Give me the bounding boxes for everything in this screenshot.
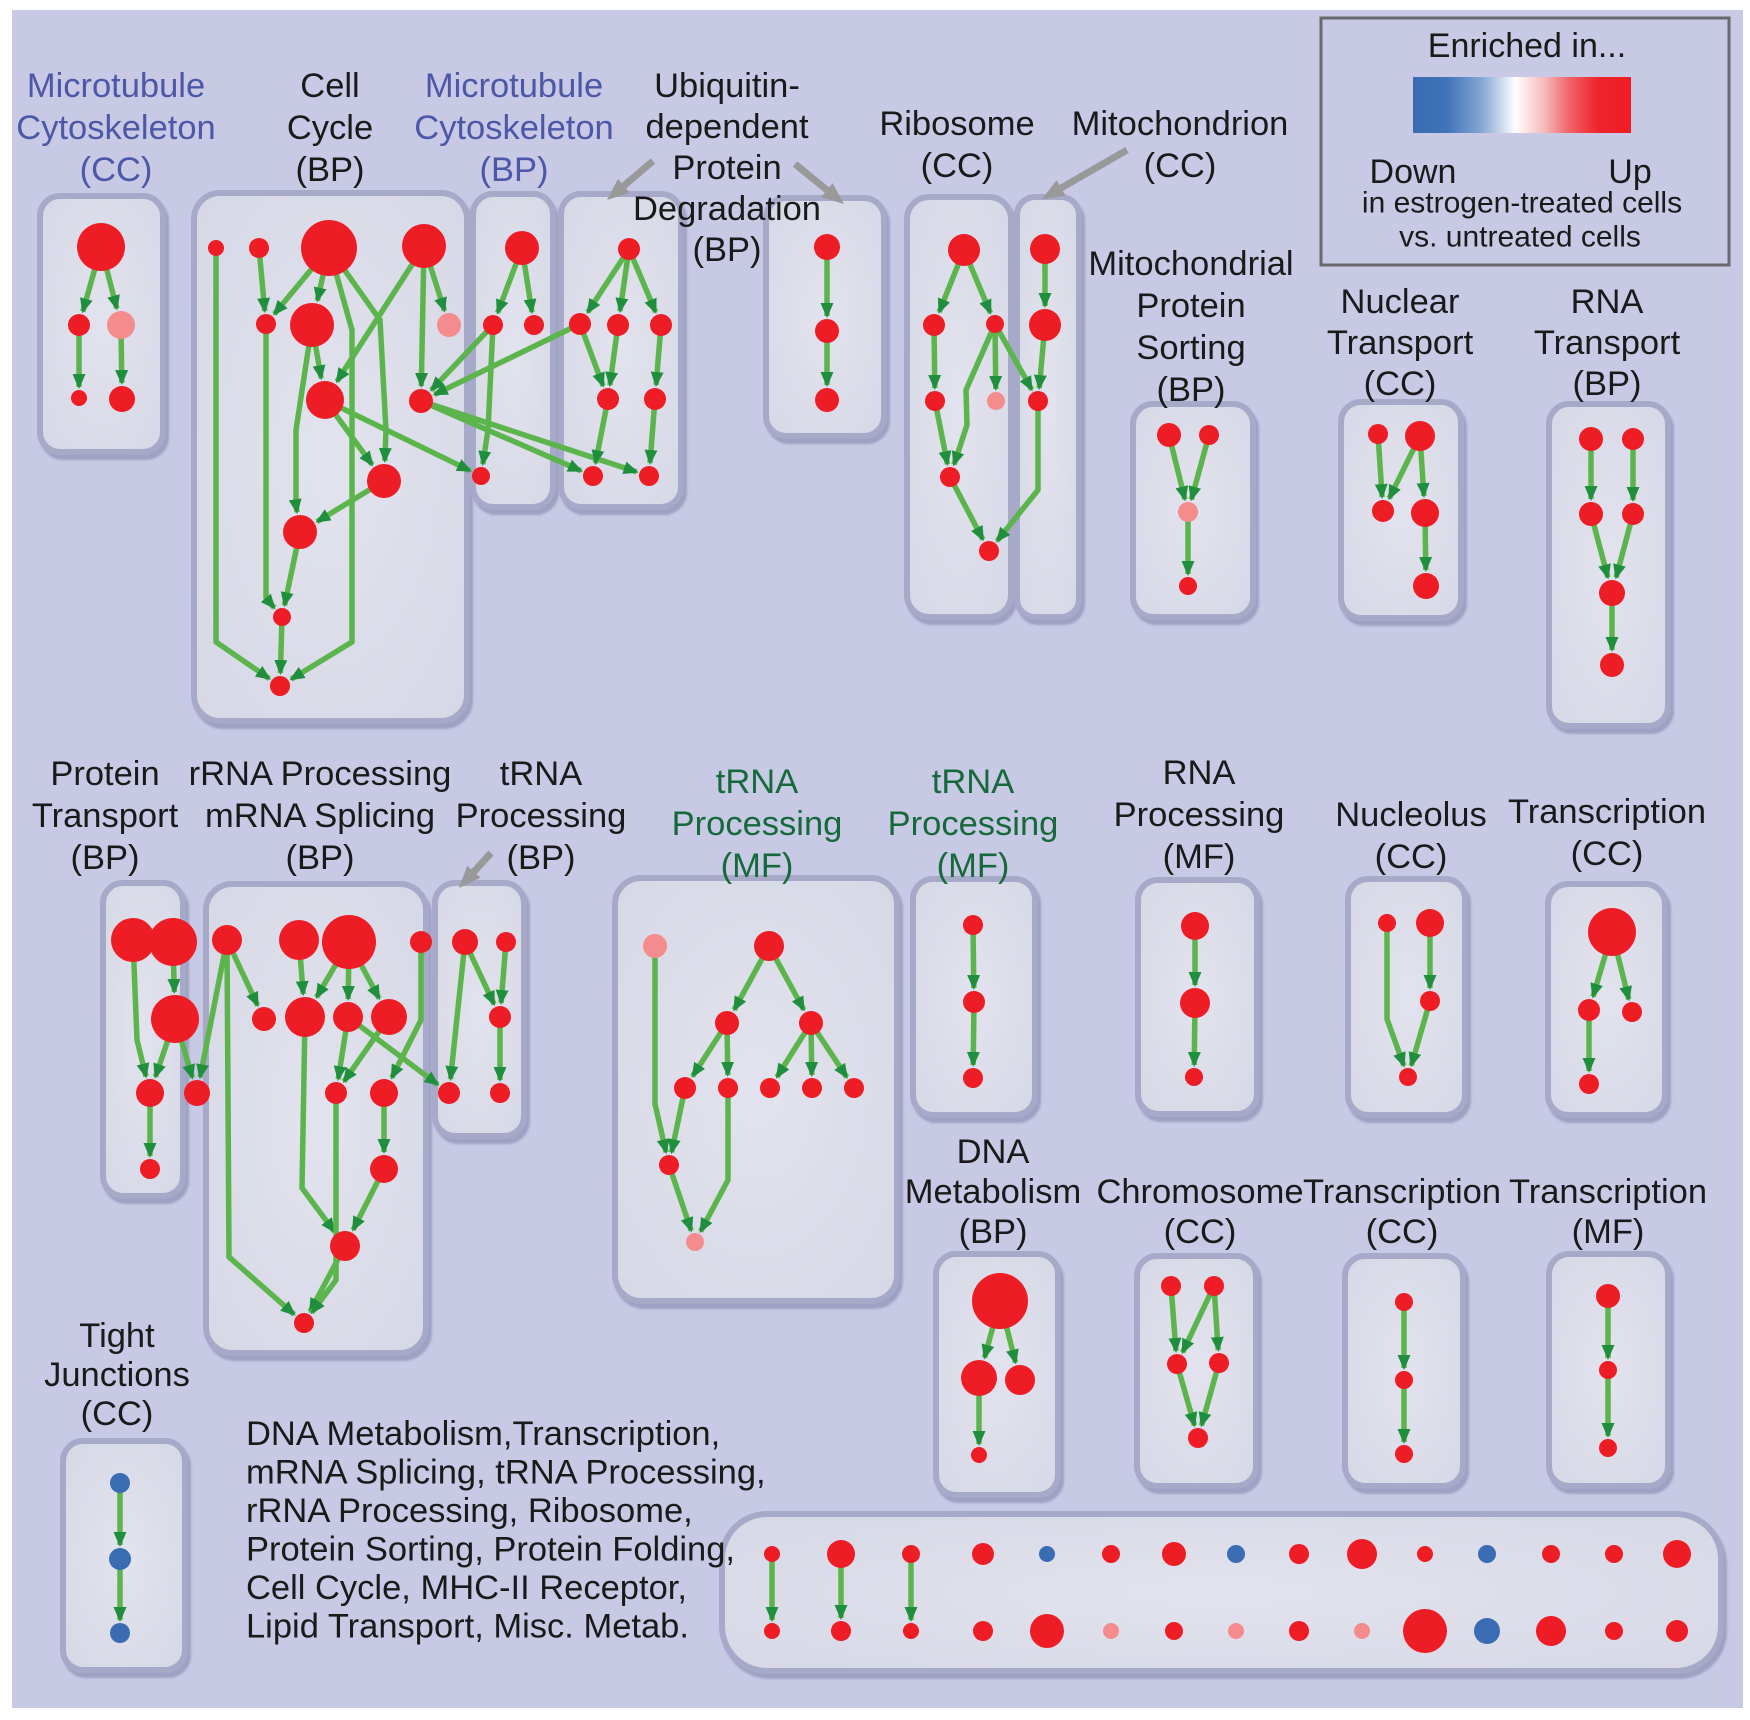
svg-text:Processing: Processing xyxy=(888,805,1059,843)
svg-text:tRNA: tRNA xyxy=(500,755,582,793)
svg-text:(CC): (CC) xyxy=(1375,838,1448,876)
svg-text:Microtubule: Microtubule xyxy=(425,67,603,105)
svg-text:DNA: DNA xyxy=(957,1133,1030,1171)
svg-text:Ribosome: Ribosome xyxy=(879,105,1034,143)
svg-text:Cytoskeleton: Cytoskeleton xyxy=(16,109,215,147)
svg-text:mRNA Splicing: mRNA Splicing xyxy=(205,797,435,835)
svg-text:Enriched in...: Enriched in... xyxy=(1428,27,1626,65)
svg-text:Transcription: Transcription xyxy=(1303,1173,1501,1211)
svg-text:Nucleolus: Nucleolus xyxy=(1335,796,1487,834)
svg-text:(BP): (BP) xyxy=(71,839,140,877)
svg-text:Chromosome: Chromosome xyxy=(1096,1173,1303,1211)
svg-text:Sorting: Sorting xyxy=(1136,329,1245,367)
svg-text:Transport: Transport xyxy=(1327,324,1474,362)
svg-text:(CC): (CC) xyxy=(80,151,153,189)
svg-text:in estrogen-treated cells: in estrogen-treated cells xyxy=(1362,187,1682,220)
svg-text:rRNA Processing, Ribosome,: rRNA Processing, Ribosome, xyxy=(246,1492,693,1530)
svg-text:(MF): (MF) xyxy=(721,847,794,885)
svg-text:Degradation: Degradation xyxy=(633,190,821,228)
svg-text:(CC): (CC) xyxy=(1366,1213,1439,1251)
svg-text:Mitochondrial: Mitochondrial xyxy=(1088,245,1293,283)
svg-text:Processing: Processing xyxy=(1114,796,1285,834)
svg-text:Ubiquitin-: Ubiquitin- xyxy=(654,67,800,105)
svg-text:Processing: Processing xyxy=(672,805,843,843)
svg-text:(CC): (CC) xyxy=(1144,147,1217,185)
svg-text:(BP): (BP) xyxy=(286,839,355,877)
svg-text:rRNA Processing: rRNA Processing xyxy=(189,755,452,793)
svg-text:Up: Up xyxy=(1608,153,1651,191)
svg-text:Lipid Transport, Misc. Metab.: Lipid Transport, Misc. Metab. xyxy=(246,1608,689,1646)
svg-text:Protein: Protein xyxy=(672,149,781,187)
svg-text:DNA Metabolism,Transcription,: DNA Metabolism,Transcription, xyxy=(246,1415,720,1453)
svg-text:Processing: Processing xyxy=(456,797,627,835)
svg-text:(CC): (CC) xyxy=(1364,365,1437,403)
svg-text:Junctions: Junctions xyxy=(44,1356,190,1394)
svg-text:(MF): (MF) xyxy=(1572,1213,1645,1251)
svg-text:Metabolism: Metabolism xyxy=(905,1173,1081,1211)
svg-text:Transport: Transport xyxy=(32,797,179,835)
svg-text:(BP): (BP) xyxy=(296,151,365,189)
svg-text:Protein: Protein xyxy=(1136,287,1245,325)
svg-text:dependent: dependent xyxy=(645,108,808,146)
svg-text:Protein Sorting, Protein Foldi: Protein Sorting, Protein Folding, xyxy=(246,1531,735,1569)
svg-text:Microtubule: Microtubule xyxy=(27,67,205,105)
svg-text:RNA: RNA xyxy=(1571,283,1644,321)
svg-text:(MF): (MF) xyxy=(1163,838,1236,876)
svg-text:(CC): (CC) xyxy=(921,147,994,185)
svg-text:Mitochondrion: Mitochondrion xyxy=(1072,105,1289,143)
svg-text:Cycle: Cycle xyxy=(287,109,373,147)
svg-text:(CC): (CC) xyxy=(1164,1213,1237,1251)
svg-text:Cell: Cell xyxy=(300,67,359,105)
svg-text:mRNA Splicing, tRNA Processing: mRNA Splicing, tRNA Processing, xyxy=(246,1454,766,1492)
svg-text:(BP): (BP) xyxy=(693,231,762,269)
svg-text:Transport: Transport xyxy=(1534,324,1681,362)
svg-text:Cell Cycle, MHC-II Receptor,: Cell Cycle, MHC-II Receptor, xyxy=(246,1569,687,1607)
svg-text:Protein: Protein xyxy=(50,755,159,793)
svg-text:tRNA: tRNA xyxy=(932,763,1014,801)
svg-text:Transcription: Transcription xyxy=(1508,793,1706,831)
svg-text:vs. untreated cells: vs. untreated cells xyxy=(1399,221,1641,254)
svg-text:Cytoskeleton: Cytoskeleton xyxy=(414,109,613,147)
svg-text:(CC): (CC) xyxy=(1571,835,1644,873)
svg-text:(BP): (BP) xyxy=(959,1213,1028,1251)
svg-text:(BP): (BP) xyxy=(1573,365,1642,403)
svg-text:(BP): (BP) xyxy=(480,151,549,189)
svg-text:Tight: Tight xyxy=(79,1317,155,1355)
svg-text:Down: Down xyxy=(1370,153,1457,191)
svg-text:(CC): (CC) xyxy=(81,1395,154,1433)
svg-text:tRNA: tRNA xyxy=(716,763,798,801)
svg-text:(BP): (BP) xyxy=(1157,371,1226,409)
svg-text:(MF): (MF) xyxy=(937,847,1010,885)
svg-text:Transcription: Transcription xyxy=(1509,1173,1707,1211)
svg-text:RNA: RNA xyxy=(1163,754,1236,792)
svg-text:(BP): (BP) xyxy=(507,839,576,877)
svg-text:Nuclear: Nuclear xyxy=(1341,283,1460,321)
